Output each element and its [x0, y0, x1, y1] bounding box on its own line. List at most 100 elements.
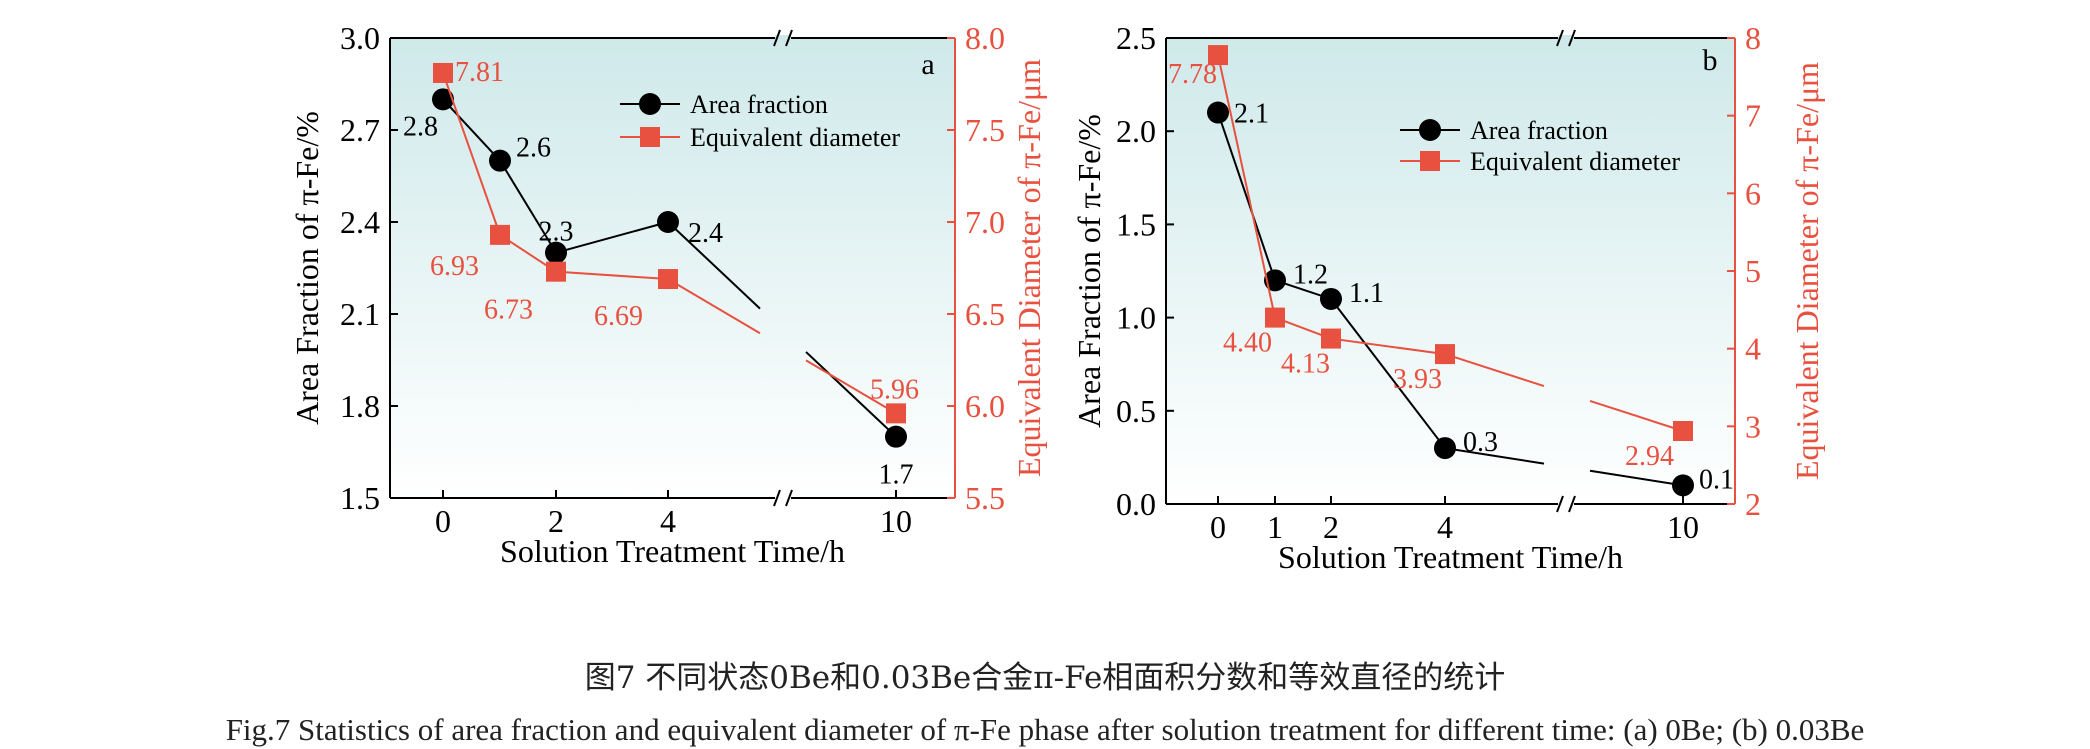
series-line-segment: [442, 98, 501, 162]
left-y-tick-label: 3.0: [340, 20, 380, 56]
right-y-tick-label: 6.0: [965, 388, 1005, 424]
area-fraction-point: [1434, 437, 1456, 460]
legend-label-area-fraction: Area fraction: [690, 90, 828, 119]
panel-label: a: [921, 48, 934, 81]
figure-caption-chinese: 图7 不同状态0Be和0.03Be合金π-Fe相面积分数和等效直径的统计: [584, 660, 1506, 696]
area-fraction-point: [489, 149, 511, 172]
equivalent-diameter-data-label: 7.81: [455, 57, 504, 88]
equivalent-diameter-point: [490, 224, 510, 245]
left-y-axis-title: Area Fraction of π-Fe/%: [1071, 114, 1107, 428]
legend-marker-area-fraction: [639, 93, 661, 115]
series-line-segment: [1330, 337, 1446, 356]
right-y-tick-label: 6.5: [965, 296, 1005, 332]
area-fraction-data-label: 1.7: [879, 460, 914, 491]
series-line-segment: [1444, 447, 1545, 465]
series-line-segment: [499, 160, 557, 254]
right-y-axis-title: Equivalent Diameter of π-Fe/μm: [1789, 62, 1825, 480]
left-y-tick-label: 1.5: [340, 480, 380, 516]
figure-caption-english: Fig.7 Statistics of area fraction and eq…: [225, 712, 1865, 747]
series-line-segment: [667, 278, 761, 335]
area-fraction-point: [1264, 269, 1286, 292]
area-fraction-data-label: 0.1: [1699, 464, 1734, 495]
plot-area: [390, 38, 955, 498]
axis-break-mark: [773, 29, 781, 47]
area-fraction-point: [545, 241, 567, 264]
x-tick-label: 1: [1267, 509, 1283, 545]
axis-break-gap: [775, 35, 791, 41]
right-y-tick-label: 3: [1745, 408, 1761, 444]
legend-marker-equivalent-diameter: [640, 127, 660, 147]
right-y-tick-label: 2: [1745, 486, 1761, 522]
area-fraction-point: [657, 211, 679, 233]
series-line-segment: [667, 221, 761, 310]
x-tick-label: 0: [1210, 509, 1226, 545]
area-fraction-point: [432, 88, 454, 111]
equivalent-diameter-point: [1435, 344, 1455, 365]
series-line-segment: [442, 72, 501, 236]
legend-marker-area-fraction: [1419, 119, 1441, 141]
right-y-tick-label: 8: [1745, 20, 1761, 56]
equivalent-diameter-point: [1208, 45, 1228, 66]
legend-label-equivalent-diameter: Equivalent diameter: [690, 123, 900, 152]
x-tick-label: 4: [660, 503, 676, 539]
right-y-tick-label: 7: [1745, 98, 1761, 134]
series-line-segment: [1589, 399, 1684, 432]
equivalent-diameter-data-label: 3.93: [1393, 364, 1442, 395]
series-line-segment: [1330, 298, 1446, 449]
left-y-tick-label: 1.5: [1116, 206, 1156, 242]
equivalent-diameter-data-label: 2.94: [1625, 441, 1674, 472]
series-line-segment: [1589, 469, 1684, 487]
equivalent-diameter-data-label: 6.73: [484, 295, 533, 326]
area-fraction-data-label: 2.1: [1234, 99, 1269, 130]
left-y-tick-label: 0.5: [1116, 393, 1156, 429]
series-line-segment: [555, 221, 669, 254]
legend-marker-equivalent-diameter: [1420, 151, 1440, 171]
axis-break-mark: [773, 489, 781, 507]
equivalent-diameter-point: [1673, 420, 1693, 441]
axis-break-gap: [1558, 501, 1574, 507]
equivalent-diameter-point: [886, 403, 906, 424]
equivalent-diameter-point: [658, 269, 678, 290]
legend-label-area-fraction: Area fraction: [1470, 116, 1608, 145]
x-tick-label: 2: [1323, 509, 1339, 545]
axis-break-mark: [1556, 29, 1564, 47]
area-fraction-data-label: 2.4: [688, 218, 723, 249]
left-y-tick-label: 1.0: [1116, 300, 1156, 336]
right-y-tick-label: 6: [1745, 175, 1761, 211]
left-y-tick-label: 1.8: [340, 388, 380, 424]
area-fraction-data-label: 1.1: [1349, 278, 1384, 309]
right-y-tick-label: 7.5: [965, 112, 1005, 148]
equivalent-diameter-point: [546, 261, 566, 282]
series-line-segment: [1444, 353, 1545, 388]
series-line-segment: [1217, 112, 1276, 281]
chart-panel-b: 0.0 0.5 1.0 1.5 2.0 2.5 2 3 4 5 6 7 8 0 1 2 4 10 Solution …: [1071, 20, 1825, 575]
area-fraction-data-label: 0.3: [1463, 427, 1498, 458]
x-axis-title: Solution Treatment Time/h: [1278, 539, 1623, 575]
equivalent-diameter-point: [1321, 328, 1341, 349]
right-y-tick-label: 5: [1745, 253, 1761, 289]
series-line-segment: [805, 351, 897, 438]
axis-break-mark: [785, 489, 793, 507]
area-fraction-data-label: 2.6: [516, 133, 551, 164]
equivalent-diameter-data-label: 6.69: [594, 301, 643, 332]
equivalent-diameter-data-label: 7.78: [1168, 59, 1217, 90]
area-fraction-data-label: 2.3: [539, 217, 574, 248]
x-axis-title: Solution Treatment Time/h: [500, 533, 845, 569]
area-fraction-point: [1207, 101, 1229, 124]
right-y-axis-title: Equivalent Diameter of π-Fe/μm: [1011, 59, 1047, 477]
panel-label: b: [1703, 44, 1718, 77]
axis-break-mark: [1568, 29, 1576, 47]
left-y-tick-label: 2.7: [340, 112, 380, 148]
x-tick-label: 10: [1667, 509, 1699, 545]
axis-break-mark: [785, 29, 793, 47]
series-line-segment: [555, 270, 669, 281]
axis-break-mark: [1556, 495, 1564, 513]
equivalent-diameter-data-label: 6.93: [430, 251, 479, 282]
chart-panel-a: 1.5 1.8 2.1 2.4 2.7 3.0 5.5 6.0 6.5 7.0 7.5 8.0 0 2 4 1…: [289, 20, 1047, 569]
right-y-tick-label: 7.0: [965, 204, 1005, 240]
equivalent-diameter-point: [433, 62, 453, 83]
area-fraction-point: [1672, 474, 1694, 497]
axis-break-gap: [1558, 35, 1574, 41]
left-y-tick-label: 2.5: [1116, 20, 1156, 56]
plot-area: [1166, 38, 1735, 504]
